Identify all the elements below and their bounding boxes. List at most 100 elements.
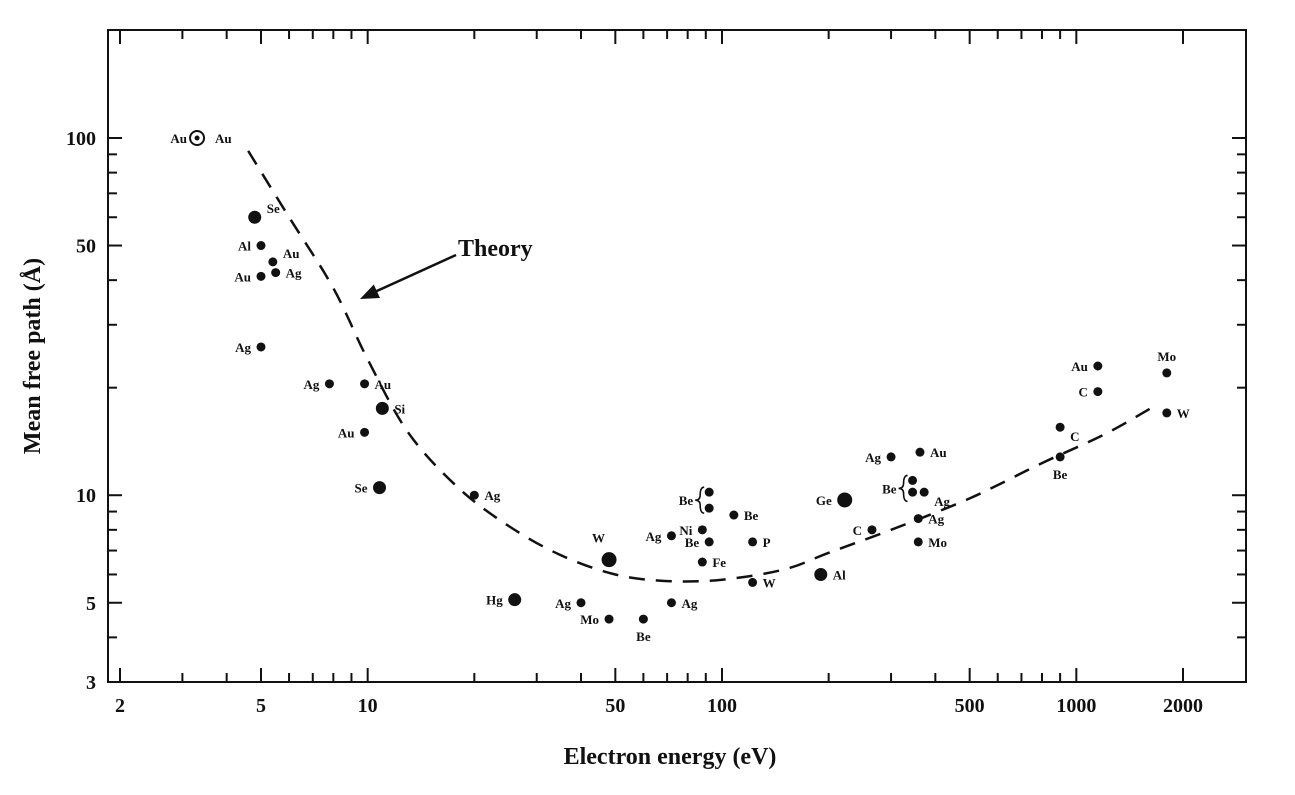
- theory-annotation: Theory: [360, 236, 533, 299]
- data-point-label: Au: [170, 131, 187, 146]
- data-point: [748, 577, 758, 587]
- data-point-label: Ge: [816, 493, 832, 508]
- y-tick-label: 50: [76, 236, 96, 258]
- data-point-label: Au: [215, 131, 232, 146]
- data-point: [814, 567, 828, 581]
- x-tick-label: 2: [115, 695, 125, 717]
- data-point: [704, 503, 714, 513]
- data-point: [908, 475, 918, 485]
- x-tick-label: 1000: [1056, 695, 1096, 717]
- data-point-label: Se: [267, 201, 280, 216]
- y-axis-title: Mean free path (Å): [20, 258, 46, 454]
- axis-ticks: [108, 30, 1246, 683]
- data-point-label: W: [1177, 406, 1190, 421]
- brace-marks: [695, 474, 908, 514]
- data-point-label: Al: [833, 567, 846, 582]
- brace: [695, 486, 705, 514]
- data-point-label: Hg: [486, 593, 503, 608]
- data-point: [867, 525, 877, 535]
- y-tick-labels: 3 5 10 50 100: [66, 128, 96, 694]
- data-point: [886, 452, 896, 462]
- plot-frame: [107, 29, 1247, 683]
- data-point-label: Be: [636, 629, 651, 644]
- annotation-arrow-shaft: [367, 253, 457, 297]
- data-point: [919, 487, 929, 497]
- data-point-label: Be: [685, 535, 700, 550]
- data-point-label: Ag: [865, 450, 881, 465]
- data-point: [638, 614, 648, 624]
- data-point: [601, 552, 617, 568]
- data-point-label: Ag: [304, 377, 320, 392]
- x-tick-label: 50: [605, 695, 625, 717]
- data-point: [373, 481, 387, 495]
- data-point: [256, 241, 266, 251]
- data-point-label: Si: [394, 401, 405, 416]
- x-tick-label: 10: [358, 695, 378, 717]
- annotation-text: Theory: [458, 236, 533, 262]
- data-point: [729, 510, 739, 520]
- data-point-label: Ag: [646, 529, 662, 544]
- data-point: [268, 257, 278, 267]
- data-point-label: Ag: [555, 596, 571, 611]
- data-point: [256, 342, 266, 352]
- data-point: [1162, 408, 1172, 418]
- x-tick-labels: 2 5 10 50 100 500 1000 2000: [115, 695, 1203, 717]
- data-point: [908, 487, 918, 497]
- data-point-label: Be: [744, 508, 759, 523]
- x-tick-label: 5: [256, 695, 266, 717]
- data-point: [837, 492, 853, 508]
- data-point-label: Al: [238, 239, 251, 254]
- data-point-label: C: [1070, 429, 1079, 444]
- y-tick-label: 100: [66, 128, 96, 150]
- x-tick-label: 500: [955, 695, 985, 717]
- data-point-label: W: [592, 531, 605, 546]
- data-point: [915, 447, 925, 457]
- data-point-label: Mo: [928, 535, 947, 550]
- data-point-label: Be: [679, 493, 694, 508]
- data-point-label: Be: [882, 481, 897, 496]
- data-point: [324, 379, 334, 389]
- data-point: [666, 531, 676, 541]
- data-point: [1093, 361, 1103, 371]
- data-point-label: Au: [283, 246, 300, 261]
- y-tick-label: 5: [86, 593, 96, 615]
- data-point: [666, 598, 676, 608]
- data-point: [360, 427, 370, 437]
- data-point: [604, 614, 614, 624]
- data-point: [375, 401, 389, 415]
- data-point-label: Au: [375, 377, 392, 392]
- theory-curve: [247, 150, 1159, 583]
- data-point-label: Ag: [484, 488, 500, 503]
- data-point: [697, 525, 707, 535]
- data-point-label: Ag: [928, 512, 944, 527]
- data-point-label: Fe: [712, 555, 726, 570]
- data-point-label: C: [1078, 385, 1087, 400]
- data-point-label: Ag: [235, 340, 251, 355]
- data-point: [704, 537, 714, 547]
- data-point-label: W: [763, 575, 776, 590]
- x-tick-label: 100: [707, 695, 737, 717]
- annotation-arrow-head: [360, 284, 380, 299]
- x-axis-title: Electron energy (eV): [564, 744, 777, 770]
- data-point-label: Ag: [286, 266, 302, 281]
- data-point-label: Ag: [681, 596, 697, 611]
- data-point: [1055, 452, 1065, 462]
- data-point: [1093, 387, 1103, 397]
- data-point-label: Au: [930, 445, 947, 460]
- data-point-label: Mo: [580, 612, 599, 627]
- data-point: [248, 210, 262, 224]
- data-point: [913, 514, 923, 524]
- data-point-label: C: [853, 523, 862, 538]
- y-tick-label: 3: [86, 672, 96, 694]
- y-tick-label: 10: [76, 485, 96, 507]
- data-point: [194, 135, 200, 141]
- data-point: [697, 557, 707, 567]
- data-point: [913, 537, 923, 547]
- x-tick-label: 2000: [1163, 695, 1203, 717]
- data-point: [360, 379, 370, 389]
- data-point-ring: [189, 130, 206, 146]
- brace: [898, 474, 908, 503]
- data-point-label: Be: [1053, 467, 1068, 482]
- data-point: [576, 598, 586, 608]
